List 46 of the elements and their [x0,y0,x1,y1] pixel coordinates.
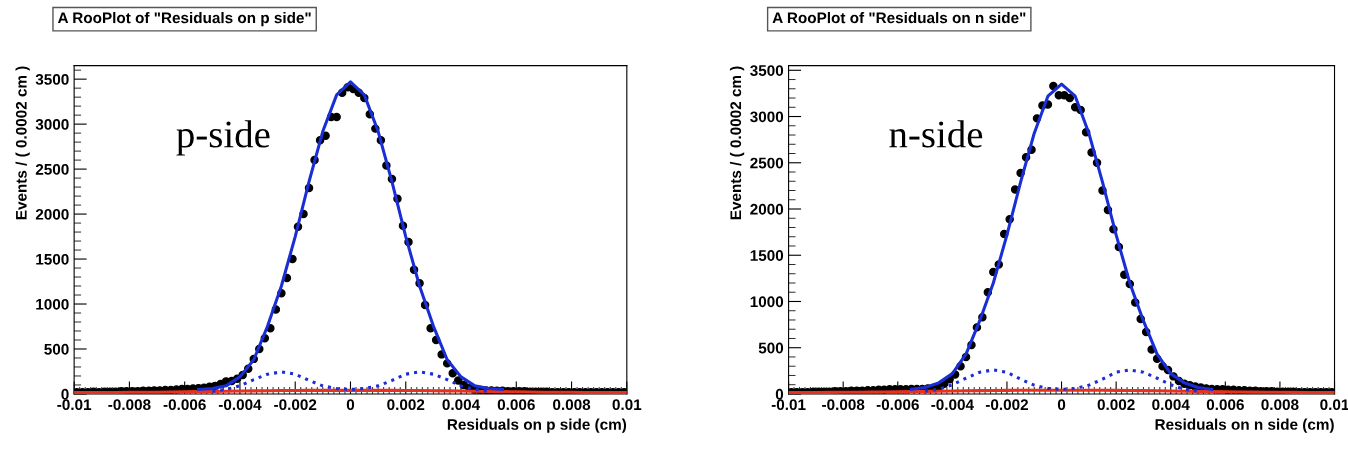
y-tick-label: 500 [758,342,784,354]
y-tick-label: 1500 [750,250,784,261]
x-axis-title: Residuals on n side (cm) [1155,418,1334,433]
x-tick-label: -0.002 [274,399,317,411]
x-tick-label: 0.006 [497,399,535,411]
chart-title: A RooPlot of "Residuals on p side" [57,12,311,27]
x-tick-label: -0.008 [822,399,865,411]
x-tick-label: 0 [346,399,355,411]
x-tick-label: 0 [1057,399,1066,411]
y-tick-label: 0 [775,388,784,400]
x-tick-label: 0.004 [442,399,481,411]
x-axis-title: Residuals on p side (cm) [447,418,627,433]
x-tick-label: -0.01 [771,399,806,411]
x-tick-label: 0.008 [1261,399,1299,411]
y-tick-label: 1500 [36,253,69,265]
x-tick-label: -0.004 [218,399,262,411]
y-tick-label: 2500 [35,163,69,175]
y-tick-label: 3500 [750,65,784,76]
x-tick-label: 0.01 [612,399,642,411]
x-tick-label: 0.002 [387,399,425,411]
x-tick-label: -0.004 [931,399,974,411]
annotation: n-side [889,120,983,148]
x-tick-label: 0.002 [1097,399,1135,411]
x-tick-label: 0.006 [1206,399,1244,411]
x-tick-label: 0.004 [1152,399,1190,411]
x-tick-label: 0.01 [1320,399,1348,411]
y-tick-label: 1000 [750,296,784,308]
x-tick-label: -0.006 [163,399,206,411]
y-tick-label: 500 [44,343,69,355]
x-tick-label: -0.008 [108,399,151,411]
y-tick-label: 0 [61,388,69,400]
y-tick-label: 3000 [750,111,784,123]
y-tick-label: 2000 [750,203,784,215]
x-tick-label: -0.002 [985,399,1029,411]
x-tick-label: -0.01 [57,399,92,411]
annotation: p-side [176,120,270,156]
y-axis-title: Events / ( 0.0002 cm ) [15,66,30,220]
y-tick-label: 1000 [36,298,69,310]
x-tick-label: 0.008 [553,399,591,411]
y-tick-label: 3500 [35,74,69,85]
y-tick-label: 2500 [750,157,784,169]
chart-title: A RooPlot of "Residuals on n side" [772,12,1026,24]
y-axis-title: Events / ( 0.0002 cm ) [729,66,745,220]
x-tick-label: -0.006 [876,399,919,411]
y-tick-label: 3000 [35,118,69,130]
y-tick-label: 2000 [35,208,69,220]
